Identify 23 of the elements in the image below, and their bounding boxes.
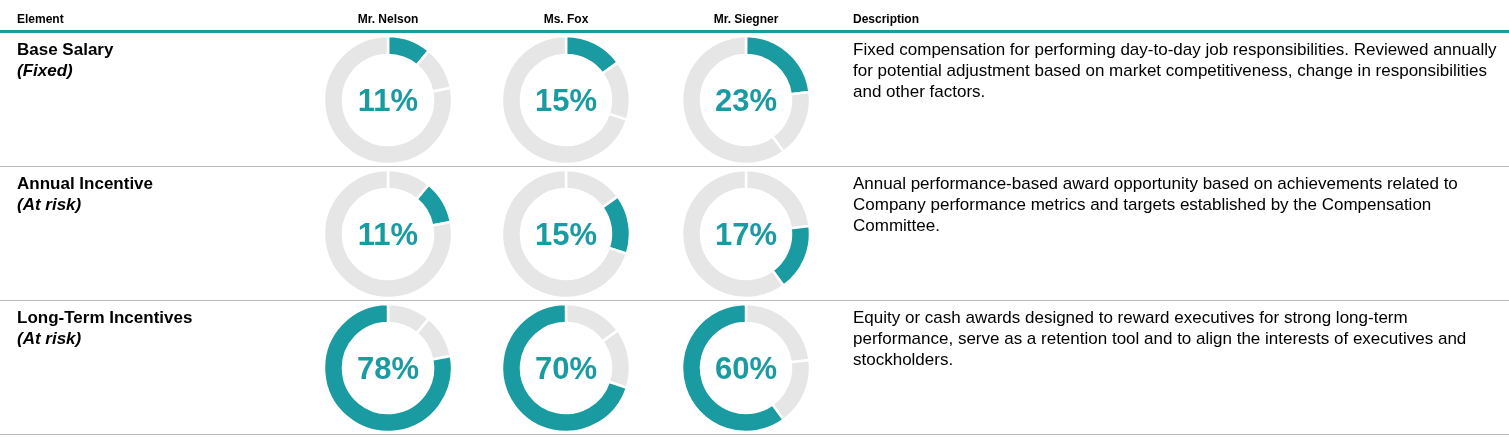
text: Mr. Nelson (356, 12, 420, 26)
text: Ms. Fox (542, 12, 590, 26)
text: (At risk) (17, 328, 83, 349)
text: Base Salary (17, 39, 115, 60)
text: 60% (714, 351, 778, 386)
text: Equity or cash awards designed to reward executives for strong long-term performance, serve as a retention tool and to align the interests of executives and stockholders. (853, 307, 1468, 370)
text: Long-Term Incentives (17, 307, 194, 328)
text: Mr. Siegner (712, 12, 780, 26)
text: 11% (357, 83, 419, 118)
text: Fixed compensation for performing day-to-day job responsibilities. Reviewed annually for potential adjustment based on market competitiveness, change in responsibilities and other factors. (853, 39, 1498, 102)
text: 11% (357, 217, 419, 252)
text: Annual performance-based award opportunity based on achievements related to Company performance metrics and targets established by the Compensation Committee. (853, 173, 1459, 236)
text: Annual Incentive (17, 173, 155, 194)
text: 70% (534, 351, 598, 386)
text: 23% (714, 83, 778, 118)
text: Description (852, 12, 920, 26)
text: (Fixed) (17, 60, 74, 81)
text: 78% (356, 351, 420, 386)
text: (At risk) (17, 194, 83, 215)
text: 15% (534, 83, 598, 118)
text: 17% (714, 217, 778, 252)
text: Element (16, 12, 65, 26)
text: 15% (534, 217, 598, 252)
